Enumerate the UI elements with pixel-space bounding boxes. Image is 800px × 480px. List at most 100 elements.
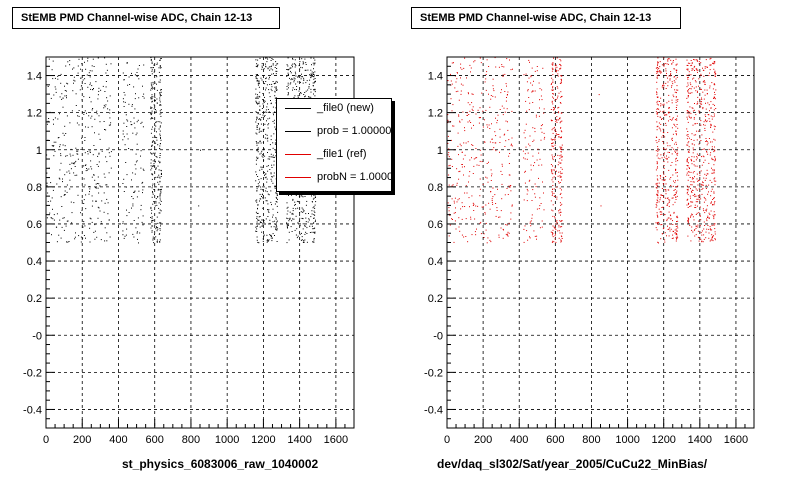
data-point [703, 80, 705, 82]
data-point [552, 142, 554, 144]
data-point [266, 106, 268, 108]
data-point [299, 196, 301, 198]
data-point [687, 198, 689, 200]
data-point [270, 178, 272, 180]
data-point [471, 144, 473, 146]
data-point [655, 140, 657, 142]
data-point [662, 228, 664, 230]
data-point [135, 93, 136, 95]
data-point [451, 62, 453, 64]
data-point [666, 72, 667, 74]
data-point [687, 217, 689, 219]
data-point [159, 130, 161, 132]
data-point [487, 181, 489, 183]
data-point [510, 212, 512, 214]
data-point [506, 94, 508, 96]
data-point [690, 116, 692, 118]
data-point [501, 64, 503, 66]
data-point [290, 70, 291, 72]
x-tick-label: 0 [43, 434, 49, 446]
data-point [272, 154, 274, 156]
data-point [91, 115, 93, 117]
data-point [693, 219, 695, 221]
data-point [552, 68, 554, 70]
data-point [151, 85, 153, 87]
data-point [291, 64, 293, 66]
data-point [159, 101, 161, 103]
data-point [160, 190, 162, 192]
data-point [700, 170, 702, 172]
data-point [714, 233, 716, 235]
data-point [712, 240, 714, 242]
data-point [151, 196, 153, 198]
data-point [76, 153, 78, 155]
data-point [555, 221, 557, 223]
data-point [262, 149, 264, 151]
data-point [656, 92, 658, 94]
data-point [660, 238, 662, 240]
data-point [540, 139, 542, 141]
data-point [668, 169, 670, 171]
data-point [558, 112, 560, 114]
data-point [131, 124, 133, 126]
data-point [103, 121, 105, 122]
data-point [671, 153, 673, 155]
data-point [479, 188, 481, 190]
data-point [656, 167, 658, 169]
data-point [151, 128, 153, 130]
data-point [152, 118, 154, 119]
data-point [288, 239, 290, 241]
data-point [88, 186, 90, 187]
data-point [677, 99, 679, 100]
data-point [459, 170, 461, 172]
data-point [159, 104, 161, 106]
data-point [557, 107, 559, 109]
data-point [294, 229, 296, 231]
data-point [554, 227, 556, 229]
data-point [473, 210, 475, 211]
data-point [132, 233, 134, 235]
data-point [712, 116, 714, 118]
data-point [132, 149, 134, 151]
data-point [540, 95, 542, 97]
data-point [656, 178, 658, 180]
data-point [699, 206, 701, 208]
data-point [544, 136, 546, 138]
data-point [524, 182, 526, 184]
data-point [451, 185, 453, 187]
data-point [523, 228, 525, 230]
data-point [533, 165, 534, 167]
data-point [313, 194, 315, 196]
x-tick-label: 400 [109, 434, 127, 446]
data-point [255, 76, 257, 77]
data-point [77, 194, 79, 196]
data-point [295, 73, 297, 75]
data-point [263, 222, 265, 223]
data-point [268, 89, 270, 91]
data-point [160, 122, 162, 124]
data-point [259, 110, 261, 111]
data-point [126, 126, 128, 127]
data-point [97, 217, 99, 219]
data-point [686, 159, 688, 160]
data-point [504, 146, 506, 147]
data-point [276, 63, 278, 65]
data-point [552, 157, 554, 159]
data-point [287, 227, 288, 229]
data-point [688, 89, 690, 91]
data-point [150, 106, 152, 108]
data-point [714, 126, 716, 128]
data-point [292, 199, 294, 201]
data-point [289, 67, 291, 69]
data-point [550, 84, 552, 85]
data-point [448, 210, 450, 212]
data-point [687, 134, 689, 135]
data-point [479, 195, 481, 197]
data-point [298, 90, 300, 92]
data-point [675, 228, 677, 230]
data-point [713, 83, 715, 85]
data-point [88, 168, 90, 170]
data-point [265, 190, 267, 192]
data-point [90, 117, 92, 119]
data-point [305, 90, 307, 92]
